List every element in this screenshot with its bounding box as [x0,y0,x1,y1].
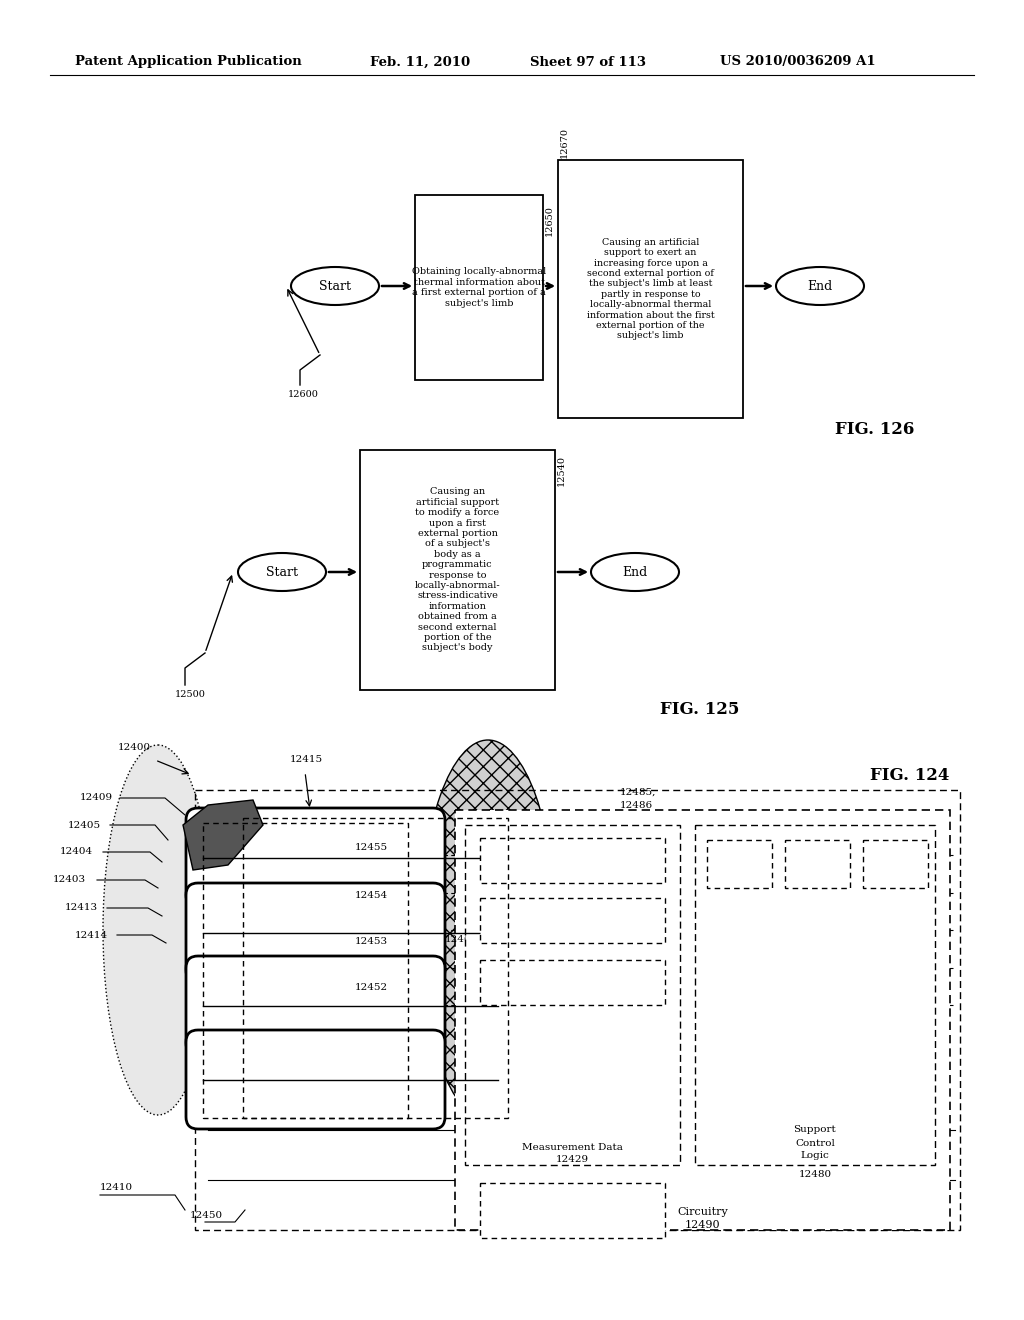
Text: 12413: 12413 [65,903,98,912]
FancyBboxPatch shape [186,956,445,1055]
Text: FIG. 125: FIG. 125 [660,701,739,718]
FancyBboxPatch shape [558,160,743,418]
Bar [243,818,508,1118]
Text: End: End [807,280,833,293]
Bar [455,810,950,1230]
Text: Patent Application Publication: Patent Application Publication [75,55,302,69]
Text: 12480: 12480 [799,1170,831,1179]
Text: 12460: 12460 [445,936,478,945]
Text: Start: Start [266,565,298,578]
Bar [480,898,665,942]
FancyBboxPatch shape [360,450,555,690]
Ellipse shape [591,553,679,591]
Text: 12600: 12600 [288,389,318,399]
Bar [480,1183,665,1238]
Text: 12414: 12414 [75,931,109,940]
FancyBboxPatch shape [415,195,543,380]
Bar [785,840,850,888]
Text: 12425: 12425 [556,855,589,865]
Text: 12405: 12405 [68,821,101,829]
Text: US 2010/0036209 A1: US 2010/0036209 A1 [720,55,876,69]
Text: 12444: 12444 [556,1213,589,1222]
Text: Logic: Logic [801,1151,829,1160]
Text: Obtaining locally-abnormal
thermal information about
a first external portion of: Obtaining locally-abnormal thermal infor… [412,268,546,308]
Bar [195,789,961,1230]
Text: 12409: 12409 [80,793,113,803]
Bar [203,822,408,1118]
Text: 12500: 12500 [175,690,206,700]
Bar [695,825,935,1166]
Text: 12450: 12450 [190,1210,223,1220]
Text: Causing an artificial
support to exert an
increasing force upon a
second externa: Causing an artificial support to exert a… [587,238,715,341]
Text: 12670: 12670 [560,127,569,158]
FancyBboxPatch shape [186,1030,445,1129]
Text: Measurement Data: Measurement Data [522,1143,623,1151]
Text: Feb. 11, 2010: Feb. 11, 2010 [370,55,470,69]
Text: Circuitry: Circuitry [677,1206,728,1217]
Bar [707,840,772,888]
Text: 12415: 12415 [290,755,324,764]
Ellipse shape [238,553,326,591]
Text: 12452: 12452 [355,983,388,993]
Polygon shape [183,800,263,870]
Text: End: End [623,565,647,578]
Text: FIG. 124: FIG. 124 [870,767,949,784]
Ellipse shape [103,744,213,1115]
Text: 12485,: 12485, [620,788,656,796]
Text: Control: Control [795,1138,835,1147]
Text: 12454: 12454 [355,891,388,899]
Text: 12400: 12400 [118,743,152,752]
Text: Processor: Processor [547,1196,598,1205]
Text: 12455: 12455 [355,843,388,853]
Text: 12423: 12423 [556,978,589,986]
Text: Sheet 97 of 113: Sheet 97 of 113 [530,55,646,69]
Text: 12540: 12540 [557,455,566,486]
Text: 12483: 12483 [879,859,912,869]
Text: 12482: 12482 [801,859,835,869]
FancyBboxPatch shape [186,883,445,982]
Text: Start: Start [319,280,351,293]
Text: 12490: 12490 [685,1220,720,1230]
Bar [465,825,680,1166]
Text: 12424: 12424 [556,916,589,924]
Ellipse shape [291,267,379,305]
Bar [480,960,665,1005]
Text: 12410: 12410 [100,1184,133,1192]
Ellipse shape [776,267,864,305]
Text: 12429: 12429 [556,1155,589,1164]
Text: 12404: 12404 [60,847,93,857]
Ellipse shape [421,741,555,1119]
Text: Support: Support [794,1126,837,1134]
Text: 12486: 12486 [620,800,653,809]
Text: 12453: 12453 [355,937,388,946]
Text: 12403: 12403 [53,875,86,884]
Text: 12650: 12650 [545,205,554,236]
Text: 12481: 12481 [723,859,756,869]
Text: Causing an
artificial support
to modify a force
upon a first
external portion
of: Causing an artificial support to modify … [415,487,501,652]
Bar [480,838,665,883]
Bar [863,840,928,888]
FancyBboxPatch shape [186,808,445,907]
Text: FIG. 126: FIG. 126 [836,421,914,438]
